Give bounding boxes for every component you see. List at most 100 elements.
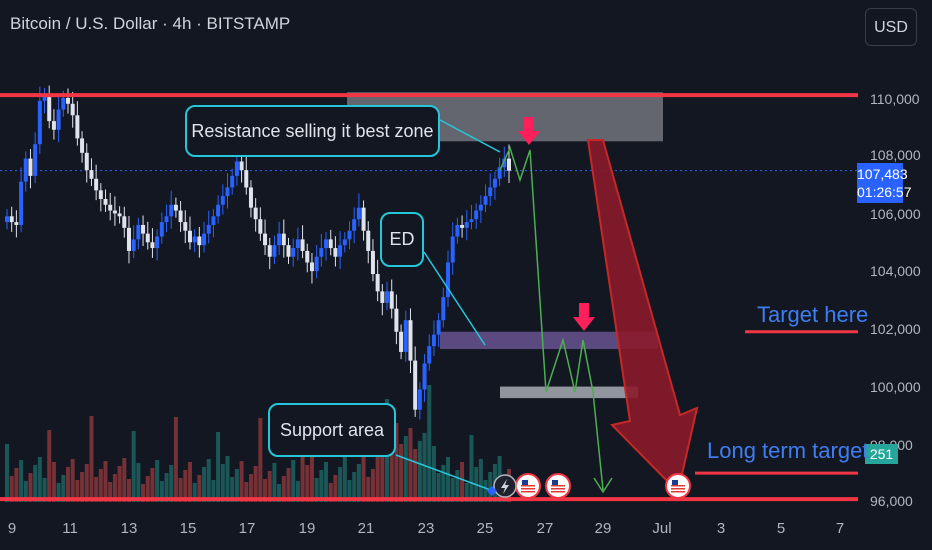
volume-bar [272,463,277,502]
volume-bar [234,469,239,502]
volume-bar [169,465,174,502]
x-tick-label: 21 [357,520,375,537]
volume-bar [197,475,202,502]
candle-body [413,360,418,410]
candle-body [286,245,291,257]
candle-body [469,219,474,223]
candle-body [417,389,422,410]
x-tick-label: Jul [652,520,672,537]
candle-body [403,320,408,352]
volume-bar [258,418,263,502]
candle-body [211,216,216,225]
volume-bar [126,479,131,502]
resistance-callout[interactable]: Resistance selling it best zone [185,105,440,157]
candle-body [385,291,390,303]
volume-bar [460,462,465,502]
candle-body [225,187,230,197]
flag-stripe [671,485,685,487]
candle-body [141,224,146,234]
candle-body [474,210,479,220]
candle-body [361,207,366,231]
volume-bar [342,419,347,502]
volume-bar [263,479,268,502]
y-tick-label: 100,000 [870,379,921,395]
candle-body [108,204,113,211]
candle-body [75,115,80,139]
volume-bar [19,460,24,502]
candle-body [446,262,451,298]
volume-bar [361,456,366,502]
projection-path [499,145,604,491]
candle-body [51,121,56,130]
candle-body [380,291,385,303]
candle-body [366,230,371,251]
volume-bar [28,473,33,502]
volume-bar [202,467,207,502]
candle-body [352,219,357,231]
volume-bar [145,476,150,502]
volume-bar [136,463,141,502]
volume-bar [5,444,9,502]
volume-bar [178,478,183,502]
support-callout[interactable]: Support area [268,403,396,457]
candle-body [263,233,268,246]
candle-body [272,245,277,257]
y-tick-label: 110,000 [870,91,920,107]
volume-bar [225,456,230,502]
x-tick-label: 19 [298,520,316,537]
volume-bar [324,462,329,502]
candle-body [389,291,394,309]
volume-bar [173,417,178,502]
projection-arrowhead [593,477,613,494]
volume-tag: 251 [865,444,898,464]
candle-body [122,216,127,228]
candle-body [253,207,258,220]
volume-bar [206,459,211,502]
candle-body [202,233,207,246]
last-price-tag: 107,483 01:26:57 [857,163,912,203]
volume-bar [403,436,408,502]
candle-body [14,222,19,225]
volume-bar [399,444,404,502]
volume-bar [281,476,286,502]
candle-body [131,239,136,251]
candle-body [112,210,117,214]
y-tick-label: 102,000 [870,321,921,337]
candle-body [408,320,413,361]
candle-body [356,207,361,220]
flag-stripe [551,491,565,493]
volume-bar [244,482,249,502]
volume-bar [394,423,399,502]
last-price-value: 107,483 [857,166,908,182]
candle-body [80,138,85,153]
candle-body [94,178,99,191]
volume-bar [117,466,122,502]
candle-body [61,98,66,110]
candle-body [441,297,446,321]
currency-button[interactable]: USD [865,8,917,46]
volume-bar [108,482,113,502]
x-tick-label: 17 [238,520,256,537]
candle-body [507,158,511,171]
volume-bar [478,459,483,502]
volume-bar [33,465,38,502]
candle-body [370,250,375,275]
candle-body [431,334,436,347]
ed-callout[interactable]: ED [380,212,424,267]
volume-bar [70,459,75,502]
volume-bar [42,478,47,502]
candle-body [488,187,493,197]
candle-body [47,95,52,122]
candle-body [427,346,432,364]
candle-body [347,230,352,240]
candle-body [197,236,202,246]
x-tick-label: 27 [536,520,554,537]
candle-body [394,308,399,332]
volume-bar [23,481,28,502]
candle-body [300,239,305,251]
candle-body [70,103,75,116]
volume-bar [75,480,80,502]
candle-body [192,236,197,243]
